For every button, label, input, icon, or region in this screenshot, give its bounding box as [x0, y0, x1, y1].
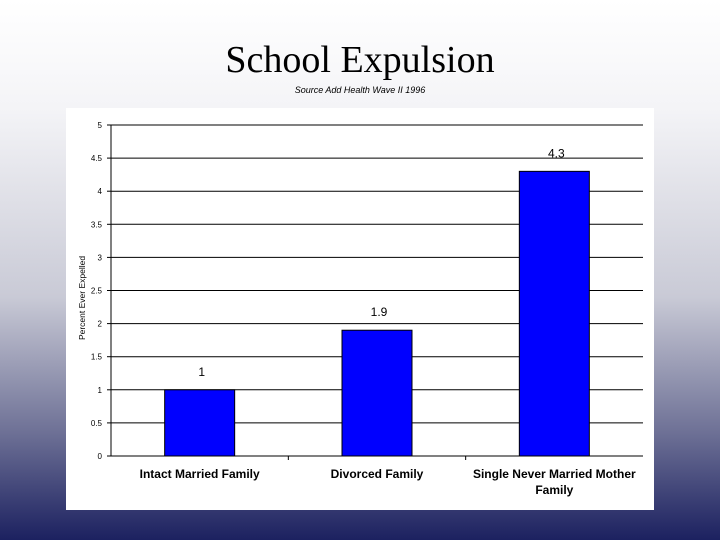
category-labels: Intact Married Family Divorced Family Sing…	[140, 467, 636, 497]
data-label: 1.9	[371, 305, 388, 319]
y-tick-label: 1	[98, 386, 103, 395]
chart-panel: 0 0.5 1 1.5 2 2.5 3 3.5 4 4.5 5 1 1.9 4.3 Intact Mar…	[66, 108, 654, 510]
y-tick-label: 4.5	[91, 154, 103, 163]
category-label: Intact Married Family	[140, 467, 260, 481]
bar-chart: 0 0.5 1 1.5 2 2.5 3 3.5 4 4.5 5 1 1.9 4.3 Intact Mar…	[77, 121, 643, 497]
y-tick-label: 2.5	[91, 287, 103, 296]
category-label: Divorced Family	[331, 467, 424, 481]
slide-subtitle: Source Add Health Wave II 1996	[294, 85, 426, 95]
slide-title: School Expulsion	[225, 39, 495, 81]
y-tick-label: 3.5	[91, 220, 103, 229]
bars	[164, 170, 590, 457]
y-tick-label: 0.5	[91, 419, 103, 428]
y-tick-label: 3	[98, 253, 103, 262]
data-label: 1	[198, 365, 205, 379]
y-tick-label: 2	[98, 320, 103, 329]
category-label: Family	[535, 483, 573, 497]
y-tick-label: 4	[98, 187, 103, 196]
y-tick-labels: 0 0.5 1 1.5 2 2.5 3 3.5 4 4.5 5	[91, 121, 103, 461]
category-label: Single Never Married Mother	[473, 467, 636, 481]
bar	[518, 170, 590, 457]
y-tick-label: 5	[98, 121, 103, 130]
bar	[164, 389, 236, 457]
data-label: 4.3	[548, 146, 565, 160]
y-tick-label: 1.5	[91, 353, 103, 362]
y-tick-label: 0	[98, 452, 103, 461]
data-labels: 1 1.9 4.3	[198, 146, 565, 378]
bar	[341, 329, 413, 457]
y-axis-label: Percent Ever Expelled	[77, 256, 87, 340]
